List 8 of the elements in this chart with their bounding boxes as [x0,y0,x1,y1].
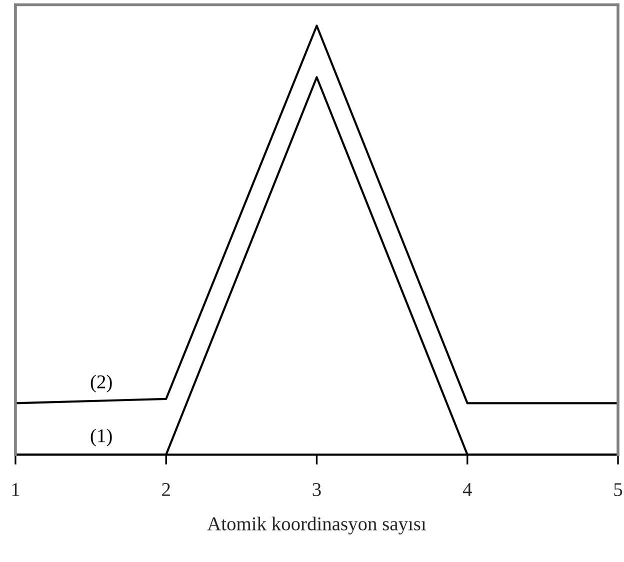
x-tick-label: 2 [162,483,170,496]
x-tick-label: 3 [312,483,321,496]
x-tick-label: 1 [12,483,20,496]
x-axis-title: Atomik koordinasyon sayısı [207,516,426,534]
x-tick-label: 4 [462,483,472,496]
series-label: (2) [90,374,112,392]
x-tick-label: 5 [614,483,622,496]
series-label: (1) [90,428,112,446]
